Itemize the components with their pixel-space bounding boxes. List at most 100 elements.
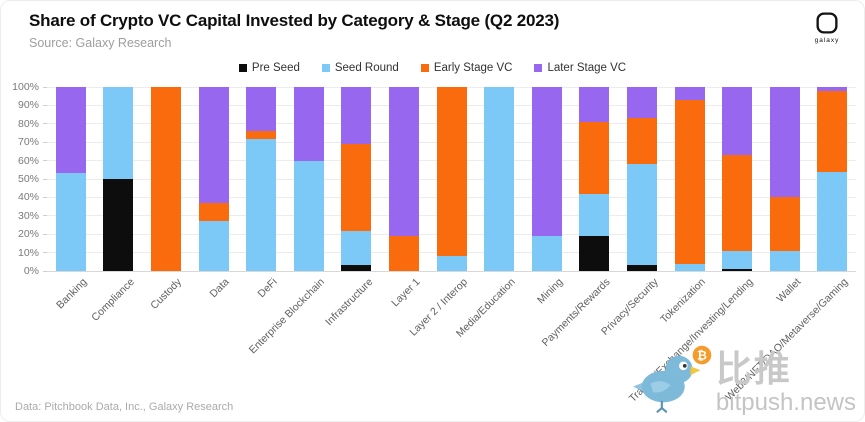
y-axis-tick-label: 30% — [17, 209, 39, 222]
bar-slot: Wallet — [761, 87, 809, 305]
stacked-bar — [769, 87, 800, 271]
stacked-bar — [293, 87, 324, 271]
bar-segment — [626, 265, 657, 271]
y-axis-tick — [43, 233, 47, 235]
bar-slot: Web3/NFT/DAO/Metaverse/Gaming — [724, 87, 857, 403]
galaxy-logo-icon — [816, 12, 838, 34]
x-axis-category-label: Mining — [534, 276, 566, 307]
bar-segment — [150, 87, 181, 271]
y-axis-tick — [43, 270, 47, 272]
stacked-bar — [150, 87, 181, 271]
stacked-bar — [626, 87, 657, 271]
bar-segment — [246, 138, 277, 271]
bar-segment — [55, 173, 86, 271]
galaxy-logo: galaxy — [806, 10, 848, 44]
bar-slot: Data — [190, 87, 238, 300]
x-axis-category-label: Banking — [53, 276, 90, 312]
bar-slot: Layer 1 — [380, 87, 428, 309]
watermark-domain: bitpush.news — [715, 389, 856, 416]
bar-segment — [817, 87, 848, 91]
legend-item: Pre Seed — [238, 62, 300, 74]
data-credit: Data: Pitchbook Data, Inc., Galaxy Resea… — [15, 401, 234, 413]
legend-label: Seed Round — [334, 62, 399, 74]
stacked-bar — [198, 87, 229, 271]
svg-text:₿: ₿ — [697, 348, 707, 362]
bar-segment — [674, 263, 705, 271]
chart-source: Source: Galaxy Research — [29, 36, 172, 50]
x-axis-category-label: DeFi — [255, 276, 280, 301]
bar-segment — [341, 144, 372, 231]
stacked-bar — [436, 87, 467, 271]
legend-swatch-icon — [420, 64, 429, 72]
bar-segment — [722, 250, 753, 270]
bar-slot: DeFi — [237, 87, 285, 300]
bar-segment — [246, 87, 277, 132]
bar-segment — [626, 164, 657, 266]
bar-segment — [674, 99, 705, 264]
y-axis-tick-label: 40% — [17, 191, 39, 204]
bar-segment — [341, 265, 372, 271]
bar-slot: Tokenization — [658, 87, 714, 326]
y-axis-tick — [43, 104, 47, 106]
gridline — [47, 86, 856, 88]
bar-segment — [293, 160, 324, 271]
bar-slot: Enterprise Blockchain — [247, 87, 333, 356]
y-axis-tick-label: 0% — [23, 265, 39, 277]
gridline — [47, 270, 856, 272]
galaxy-logo-text: galaxy — [814, 37, 840, 44]
x-axis-category-label: Custody — [148, 276, 185, 312]
plot-area: Banking Compliance Custody Data DeFi Enterpri… — [47, 86, 857, 405]
bar-slot: Media/Education — [454, 87, 523, 340]
bitpush-watermark: ₿ 比推 bitpush.news — [626, 341, 856, 415]
bar-segment — [341, 87, 372, 145]
x-axis-category-label: Layer 1 — [389, 276, 423, 310]
stacked-bar — [531, 87, 562, 271]
stacked-bar — [484, 87, 515, 271]
legend-item: Later Stage VC — [534, 62, 626, 74]
x-axis-category-label: Infrastructure — [322, 276, 375, 329]
bar-segment — [769, 250, 800, 271]
bar-segment — [579, 121, 610, 194]
bar-segment — [103, 179, 134, 271]
x-axis-category-label: Wallet — [774, 276, 804, 305]
stacked-bar — [817, 87, 848, 271]
bar-segment — [55, 87, 86, 174]
bar-segment — [198, 87, 229, 203]
bar-segment — [579, 87, 610, 122]
y-axis-tick — [43, 160, 47, 162]
legend-label: Later Stage VC — [547, 62, 627, 74]
bar-segment — [722, 155, 753, 251]
bar-slot: Mining — [523, 87, 571, 306]
bar-segment — [198, 221, 229, 271]
bar-slot: Payments/Rewards — [540, 87, 619, 349]
stacked-bar — [579, 87, 610, 271]
watermark-cn: 比推 — [715, 348, 792, 389]
page-title: Share of Crypto VC Capital Invested by C… — [29, 11, 560, 30]
y-axis-tick — [43, 141, 47, 143]
legend-item: Early Stage VC — [420, 62, 513, 74]
bar-slot: Trading/Exchange/Investing/Lending — [627, 87, 761, 405]
bar-slot: Layer 2 / Interop — [407, 87, 476, 339]
bar-segment — [388, 87, 419, 237]
bar-segment — [436, 256, 467, 271]
bar-slot: Privacy/Security — [599, 87, 666, 338]
bar-segment — [579, 193, 610, 237]
y-axis-tick — [43, 178, 47, 180]
chart-area: 0% 10% 20% 30% 40% 50% 60% 70% 80% 90% 100% Bankin… — [1, 81, 865, 405]
y-axis-tick-label: 100% — [12, 81, 39, 93]
bar-segment — [531, 236, 562, 271]
bar-slot: Custody — [142, 87, 190, 312]
legend-swatch-icon — [534, 64, 543, 72]
bar-slot: Banking — [47, 87, 95, 311]
stacked-bar — [55, 87, 86, 271]
legend-label: Early Stage VC — [433, 62, 513, 74]
x-axis-category-label: Data — [207, 276, 233, 301]
legend-item: Seed Round — [321, 62, 399, 74]
bar-segment — [198, 202, 229, 222]
bar-segment — [626, 87, 657, 119]
y-axis-tick — [43, 196, 47, 198]
bar-segment — [817, 171, 848, 271]
bar-segment — [674, 87, 705, 100]
watermark-text: 比推 bitpush.news — [716, 351, 856, 415]
y-axis-tick-label: 60% — [17, 154, 39, 167]
